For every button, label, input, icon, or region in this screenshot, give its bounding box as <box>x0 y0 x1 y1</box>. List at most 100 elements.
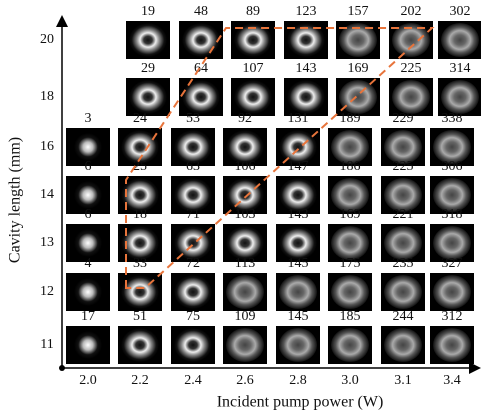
beam-profile <box>384 275 422 309</box>
beam-profile <box>331 328 369 362</box>
beam-profile <box>226 130 264 164</box>
power-label: 185 <box>340 309 361 324</box>
power-label: 25 <box>133 159 147 174</box>
power-label: 33 <box>133 256 147 271</box>
x-tick-label: 2.6 <box>236 373 254 388</box>
beam-profile <box>279 226 317 260</box>
beam-profile <box>433 226 471 260</box>
power-label: 24 <box>133 111 147 126</box>
power-label: 109 <box>235 309 256 324</box>
beam-profile <box>384 178 422 212</box>
beam-profile <box>174 328 212 362</box>
power-label: 143 <box>296 61 317 76</box>
power-label: 169 <box>340 207 361 222</box>
power-label: 48 <box>194 4 208 19</box>
x-axis-label: Incident pump power (W) <box>217 394 384 411</box>
beam-profile <box>174 130 212 164</box>
beam-profile <box>174 178 212 212</box>
x-tick-label: 3.1 <box>394 373 412 388</box>
beam-profile <box>339 23 377 57</box>
power-label: 17 <box>81 309 95 324</box>
beam-profile <box>279 178 317 212</box>
beam-profile <box>74 278 102 306</box>
y-tick-label: 11 <box>40 337 53 352</box>
beam-profile <box>279 275 317 309</box>
power-label: 106 <box>235 159 256 174</box>
y-tick-label: 13 <box>40 235 54 250</box>
beam-profile <box>121 328 159 362</box>
power-label: 302 <box>450 4 471 19</box>
power-label: 157 <box>348 4 369 19</box>
beam-profile <box>121 178 159 212</box>
dashed-region <box>125 27 435 289</box>
power-label: 147 <box>288 159 309 174</box>
origin-dot <box>59 365 65 371</box>
power-label: 3 <box>85 111 92 126</box>
power-label: 103 <box>235 207 256 222</box>
power-label: 123 <box>296 4 317 19</box>
x-tick-label: 2.0 <box>79 373 97 388</box>
power-label: 244 <box>393 309 414 324</box>
y-axis-label: Cavity length (mm) <box>7 137 24 263</box>
y-tick-label: 14 <box>40 187 54 202</box>
beam-profile <box>433 178 471 212</box>
beam-profile <box>129 80 167 114</box>
beam-profile <box>234 80 272 114</box>
beam-profile <box>182 23 220 57</box>
power-label: 143 <box>288 207 309 222</box>
beam-profile <box>331 130 369 164</box>
power-label: 221 <box>393 207 414 222</box>
x-tick-label: 2.8 <box>289 373 307 388</box>
beam-profile <box>174 275 212 309</box>
beam-profile <box>339 80 377 114</box>
beam-profile <box>234 23 272 57</box>
power-label: 18 <box>133 207 147 222</box>
power-label: 71 <box>186 207 200 222</box>
power-label: 29 <box>141 61 155 76</box>
beam-profile <box>331 226 369 260</box>
x-tick-label: 3.4 <box>443 373 461 388</box>
power-label: 6 <box>85 159 92 174</box>
power-label: 113 <box>235 256 255 271</box>
power-label: 6 <box>85 207 92 222</box>
power-label: 145 <box>288 256 309 271</box>
power-label: 225 <box>401 61 422 76</box>
power-label: 51 <box>133 309 147 324</box>
beam-profile <box>287 80 325 114</box>
beam-profile <box>441 80 479 114</box>
x-tick-label: 3.0 <box>341 373 359 388</box>
beam-profile <box>433 328 471 362</box>
beam-profile <box>287 23 325 57</box>
power-label: 19 <box>141 4 155 19</box>
beam-profile <box>226 226 264 260</box>
power-label: 4 <box>85 256 92 271</box>
y-tick-label: 18 <box>40 89 54 104</box>
beam-profile <box>433 130 471 164</box>
power-label: 169 <box>348 61 369 76</box>
beam-profile <box>74 229 102 257</box>
power-label: 229 <box>393 111 414 126</box>
x-tick-label: 2.4 <box>184 373 202 388</box>
y-tick-label: 12 <box>40 284 54 299</box>
power-label: 235 <box>393 256 414 271</box>
power-label: 89 <box>246 4 260 19</box>
power-label: 75 <box>186 309 200 324</box>
y-tick-label: 20 <box>40 32 54 47</box>
beam-profile <box>279 328 317 362</box>
power-label: 312 <box>442 309 463 324</box>
power-label: 318 <box>442 207 463 222</box>
power-label: 145 <box>288 309 309 324</box>
beam-profile <box>331 275 369 309</box>
beam-profile <box>226 328 264 362</box>
power-label: 338 <box>442 111 463 126</box>
beam-profile <box>384 130 422 164</box>
beam-profile <box>129 23 167 57</box>
beam-profile <box>74 181 102 209</box>
beam-profile <box>331 178 369 212</box>
power-label: 107 <box>243 61 264 76</box>
power-label: 327 <box>442 256 463 271</box>
power-label: 92 <box>238 111 252 126</box>
beam-profile <box>392 80 430 114</box>
